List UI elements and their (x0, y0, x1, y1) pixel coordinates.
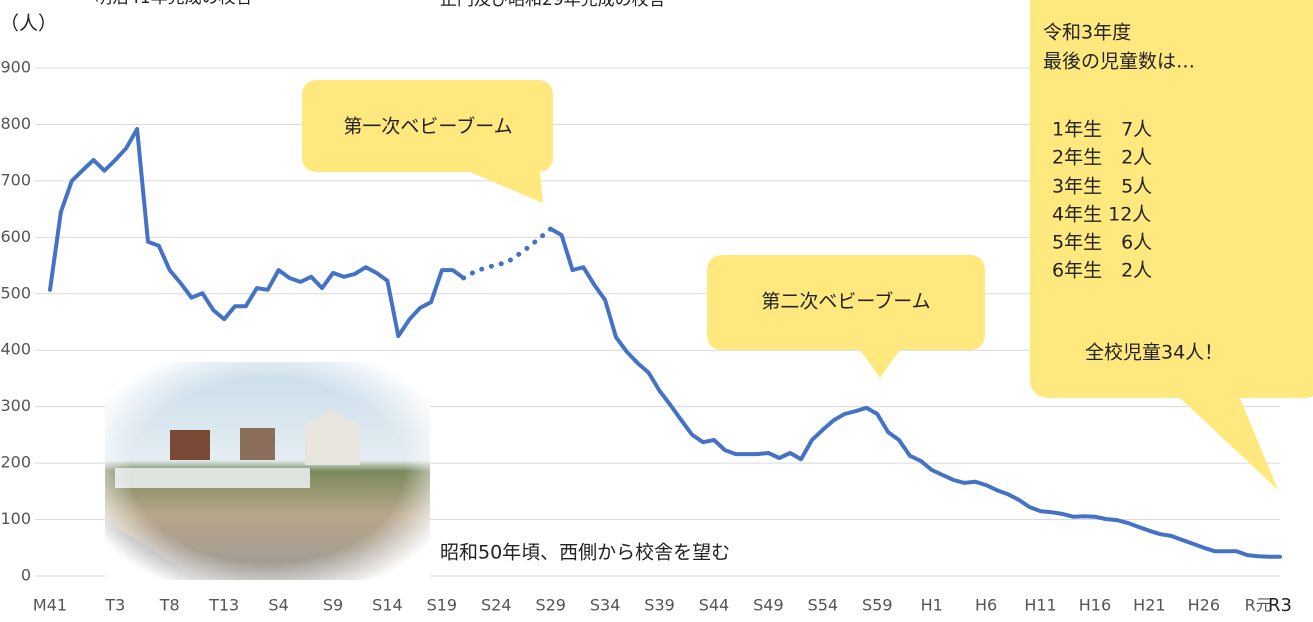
callout-text: 令和3年度 (1043, 22, 1131, 44)
x-tick-label: H11 (1024, 596, 1056, 615)
x-tick-label: M41 (33, 596, 67, 615)
plot (48, 127, 1282, 559)
x-tick-label: S54 (808, 596, 839, 615)
x-tick-label: T8 (159, 596, 180, 615)
x-tick-label: T13 (208, 596, 239, 615)
y-tick-label: 700 (0, 170, 31, 189)
x-tick-label: S59 (862, 596, 893, 615)
callout-text: 5年生 6人 (1052, 232, 1152, 254)
x-tick-label: S4 (268, 596, 288, 615)
y-tick-label: 400 (0, 340, 31, 359)
callout-text: 1年生 7人 (1052, 119, 1152, 141)
x-tick-label: S9 (323, 596, 343, 615)
x-tick-label: S14 (372, 596, 403, 615)
callout-text: 第二次ベビーブーム (761, 290, 930, 313)
x-tick-label: S44 (699, 596, 730, 615)
y-tick-label: 0 (21, 566, 31, 585)
y-tick-label: 600 (0, 227, 31, 246)
data-line (48, 127, 1282, 559)
callout-bubble (707, 255, 985, 378)
callout-text: 最後の児童数は… (1043, 51, 1195, 73)
callouts (302, 0, 1313, 490)
data-line (461, 226, 554, 281)
callout-text: 第一次ベビーブーム (343, 115, 512, 138)
y-tick-label: 100 (0, 509, 31, 528)
x-tick-label: R3 (1268, 595, 1292, 616)
y-tick-label: 800 (0, 114, 31, 133)
x-tick-label: R元 (1245, 596, 1272, 615)
x-tick-label: H21 (1133, 596, 1165, 615)
x-tick-label: S49 (753, 596, 784, 615)
x-tick-label: S19 (427, 596, 458, 615)
caption: 明治41年完成の校舎 (95, 0, 253, 8)
callout-bubble (1030, 0, 1313, 490)
callout-text: 全校児童34人！ (1085, 342, 1223, 364)
x-tick-label: H6 (975, 596, 997, 615)
photo-caption: 昭和50年頃、西側から校舎を望む (440, 542, 730, 564)
x-tick-label: T3 (104, 596, 125, 615)
callout-text: 3年生 5人 (1052, 176, 1152, 198)
y-tick-label: 900 (0, 58, 31, 77)
photo (105, 362, 430, 580)
x-tick-label: H16 (1079, 596, 1111, 615)
y-tick-label: 200 (0, 453, 31, 472)
y-tick-label: 300 (0, 396, 31, 415)
photo-fade (105, 362, 430, 580)
callout-bubble (302, 80, 553, 203)
callout-text: 2年生 2人 (1052, 147, 1152, 169)
x-tick-label: S29 (535, 596, 566, 615)
x-tick-label: S24 (481, 596, 512, 615)
y-unit: （人） (0, 13, 57, 35)
x-tick-label: S39 (644, 596, 675, 615)
callout-text: 4年生 12人 (1052, 204, 1151, 226)
callout-text: 6年生 2人 (1052, 260, 1152, 282)
caption: 正門及び昭和29年完成の校舎 (440, 0, 666, 10)
x-tick-label: H26 (1188, 596, 1220, 615)
x-tick-label: H1 (921, 596, 943, 615)
x-tick-label: S34 (590, 596, 621, 615)
y-tick-label: 500 (0, 283, 31, 302)
